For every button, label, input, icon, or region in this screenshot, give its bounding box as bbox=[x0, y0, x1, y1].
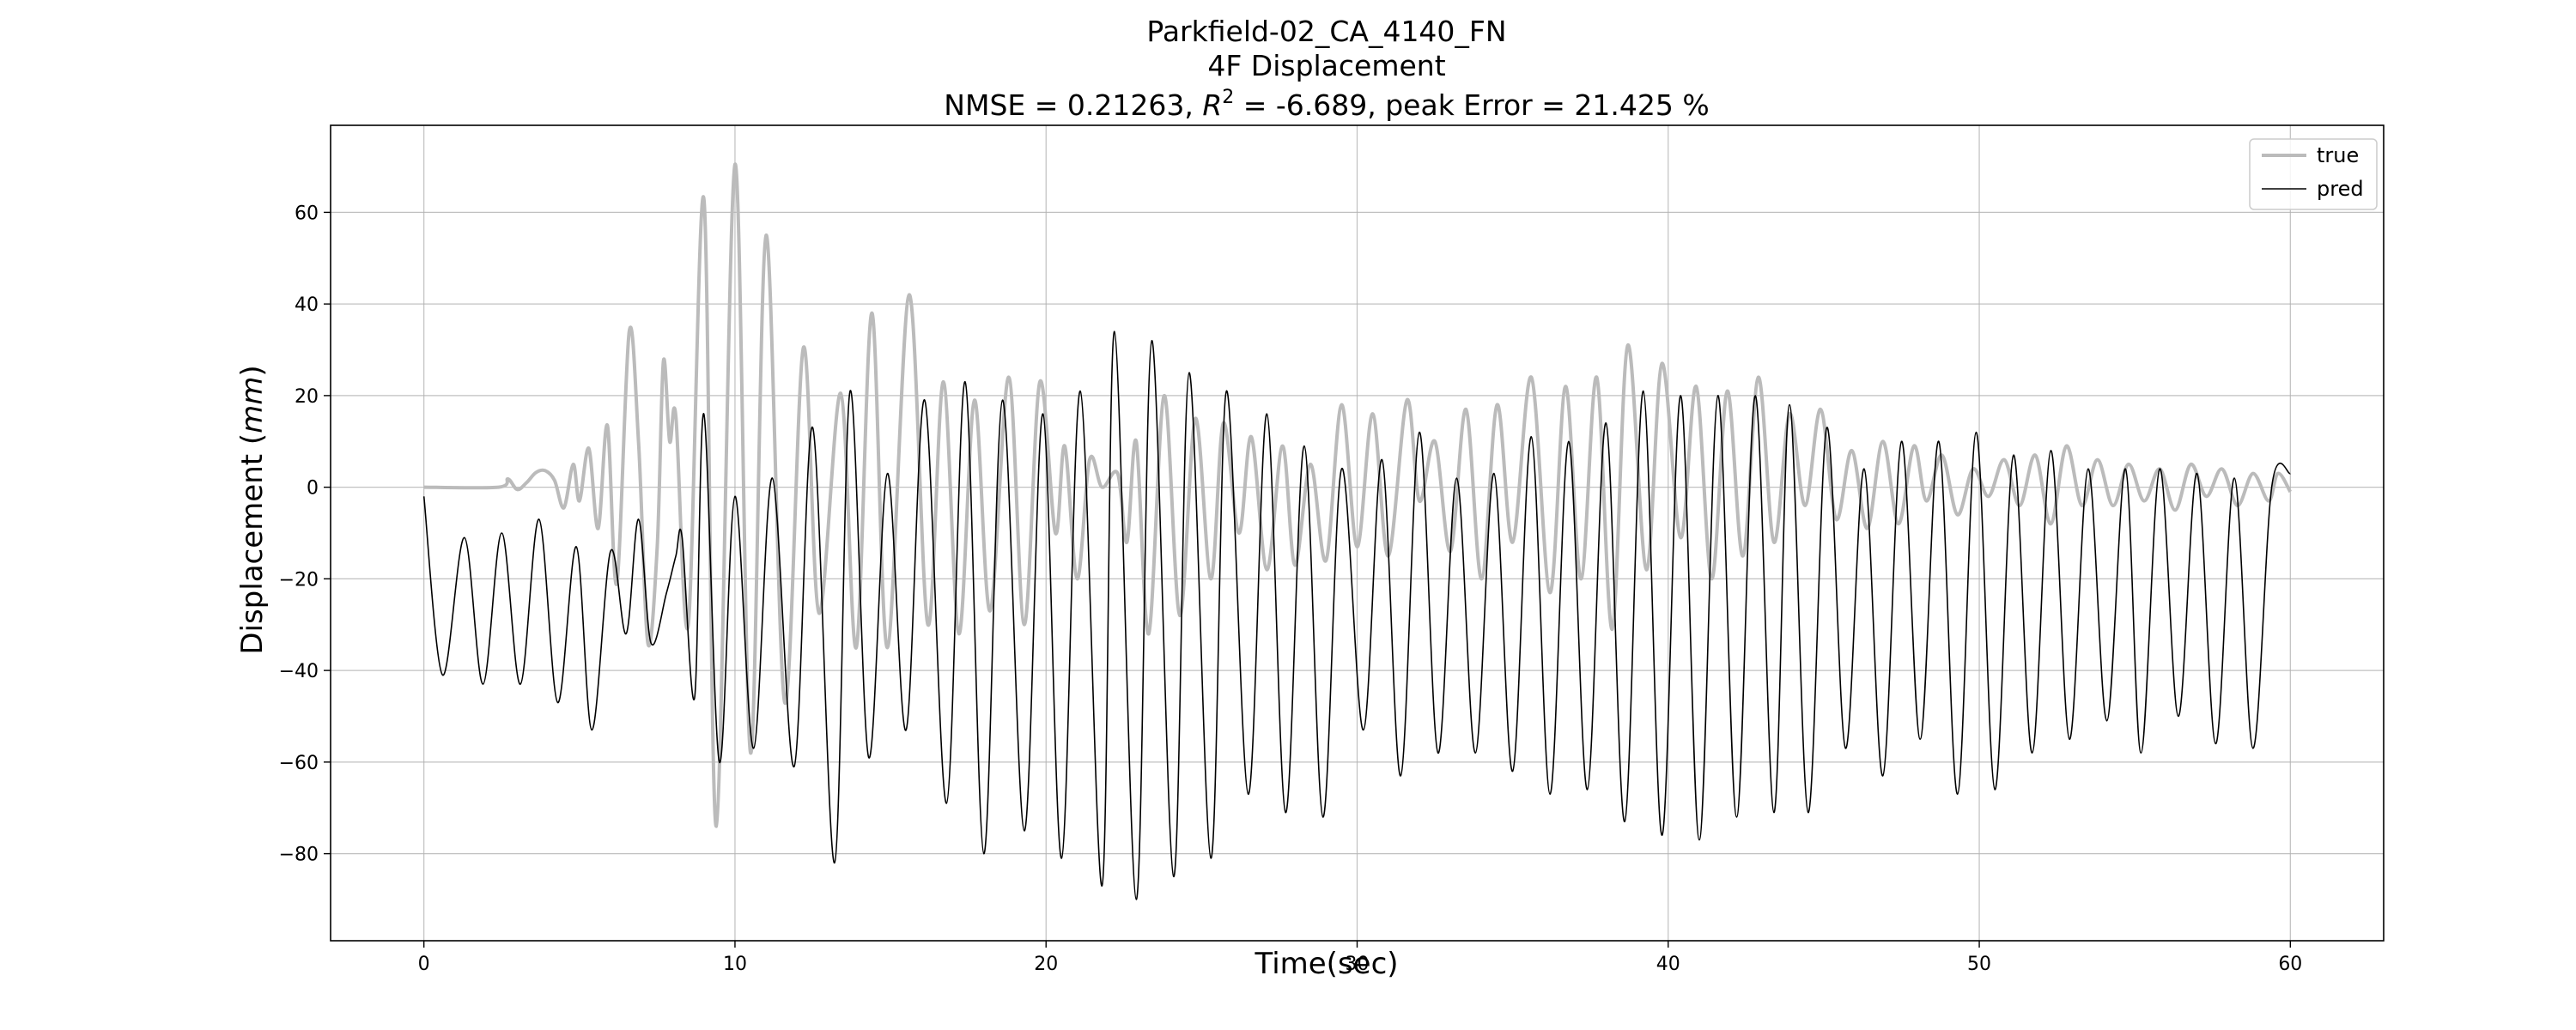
series-layer bbox=[422, 162, 2293, 900]
metrics-r2-value: = -6.689, peak Error = 21.425 % bbox=[1234, 88, 1709, 122]
chart-metrics: NMSE = 0.21263, R2 = -6.689, peak Error … bbox=[944, 87, 1709, 122]
metrics-nmse: NMSE = 0.21263, bbox=[944, 88, 1202, 122]
legend-label-true: true bbox=[2317, 143, 2359, 167]
x-tick-label: 20 bbox=[1034, 954, 1058, 975]
x-tick-label: 0 bbox=[418, 954, 430, 975]
x-tick-label: 30 bbox=[1346, 954, 1370, 975]
y-axis-label-suffix: ) bbox=[235, 365, 270, 376]
y-axis-label-prefix: Displacement ( bbox=[235, 433, 270, 655]
chart-title: Parkfield-02_CA_4140_FN bbox=[1146, 15, 1506, 48]
x-tick-label: 60 bbox=[2278, 954, 2302, 975]
legend: true pred bbox=[2249, 138, 2378, 210]
x-axis-label: Time(sec) bbox=[1254, 947, 1398, 981]
y-tick-label: 60 bbox=[295, 203, 319, 224]
y-tick-label: 40 bbox=[295, 294, 319, 316]
y-tick-label: −60 bbox=[279, 753, 319, 774]
metrics-r2-symbol: R bbox=[1202, 88, 1222, 122]
legend-label-pred: pred bbox=[2317, 177, 2364, 201]
x-tick-label: 50 bbox=[1967, 954, 1991, 975]
y-ticks: −80 −60 −40 −20 0 20 40 60 bbox=[279, 203, 331, 866]
grid bbox=[331, 125, 2384, 941]
x-ticks: 0 10 20 30 40 50 60 bbox=[418, 941, 2302, 975]
x-tick-label: 40 bbox=[1656, 954, 1680, 975]
series-line-pred bbox=[422, 330, 2292, 900]
x-tick-label: 10 bbox=[723, 954, 747, 975]
chart-subtitle: 4F Displacement bbox=[1207, 49, 1445, 82]
y-axis-label: Displacement (mm) bbox=[235, 365, 270, 654]
y-tick-label: −20 bbox=[279, 569, 319, 591]
y-tick-label: −40 bbox=[279, 661, 319, 682]
series-line-true bbox=[423, 162, 2293, 828]
y-tick-label: −80 bbox=[279, 845, 319, 866]
metrics-r2-exponent: 2 bbox=[1222, 87, 1234, 108]
y-tick-label: 20 bbox=[295, 386, 319, 408]
y-axis-label-unit: mm bbox=[235, 377, 270, 433]
y-tick-label: 0 bbox=[307, 478, 319, 500]
